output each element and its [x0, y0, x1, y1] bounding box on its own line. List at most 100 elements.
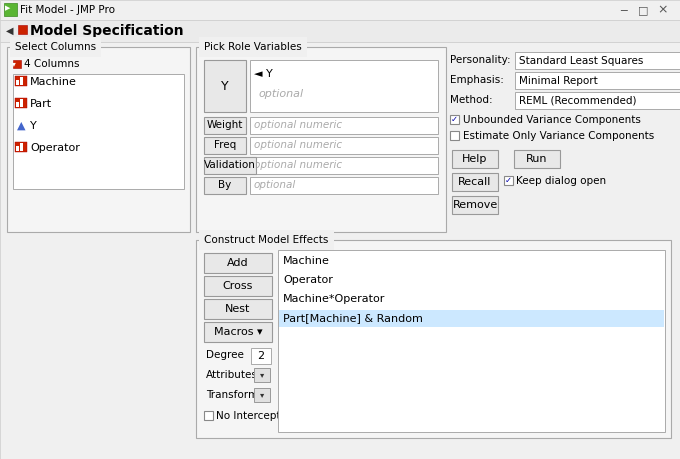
Text: ▾: ▾	[12, 60, 16, 68]
Bar	[15, 76, 27, 86]
Bar	[251, 348, 271, 364]
Text: Part[Machine] & Random: Part[Machine] & Random	[283, 313, 423, 323]
Text: Emphasis:: Emphasis:	[450, 75, 504, 85]
Text: Machine: Machine	[283, 256, 330, 266]
Bar	[279, 310, 664, 327]
Bar	[15, 142, 27, 152]
Text: Run: Run	[526, 154, 548, 164]
Text: Attributes: Attributes	[206, 370, 258, 380]
Bar	[204, 411, 213, 420]
Bar	[204, 322, 272, 342]
Bar	[254, 368, 270, 382]
Text: Remove: Remove	[452, 200, 498, 210]
Text: Transform: Transform	[206, 390, 258, 400]
Text: ▾: ▾	[260, 370, 264, 380]
Bar	[0, 0, 680, 20]
Bar	[196, 47, 446, 232]
Text: Keep dialog open: Keep dialog open	[516, 176, 606, 186]
Bar	[515, 72, 680, 89]
Bar	[20, 77, 23, 85]
Bar	[204, 137, 246, 154]
Bar	[450, 115, 459, 124]
Text: ×: ×	[658, 4, 668, 17]
Bar	[250, 177, 438, 194]
Text: Estimate Only Variance Components: Estimate Only Variance Components	[463, 131, 654, 141]
Bar	[250, 60, 438, 112]
Text: optional numeric: optional numeric	[254, 161, 342, 170]
Text: By: By	[218, 180, 232, 190]
Bar	[18, 25, 27, 34]
Bar	[204, 253, 272, 273]
Text: Operator: Operator	[283, 275, 333, 285]
Bar	[204, 299, 272, 319]
Text: Y: Y	[30, 121, 37, 131]
Bar	[16, 146, 19, 151]
Bar	[515, 52, 680, 69]
Text: Part: Part	[30, 99, 52, 109]
Text: Model Specification: Model Specification	[30, 24, 184, 38]
Text: Macros ▾: Macros ▾	[214, 327, 262, 337]
Bar	[452, 196, 498, 214]
Text: optional numeric: optional numeric	[254, 121, 342, 130]
Text: Select Columns: Select Columns	[15, 42, 96, 52]
Text: ▲: ▲	[17, 121, 25, 131]
Bar	[250, 117, 438, 134]
Text: ▶: ▶	[5, 5, 10, 11]
Text: Machine*Operator: Machine*Operator	[283, 294, 386, 304]
Text: Validation: Validation	[204, 161, 256, 170]
Text: Personality:: Personality:	[450, 55, 511, 65]
Bar	[204, 157, 256, 174]
Text: ◄ Y: ◄ Y	[254, 69, 273, 79]
Text: Help: Help	[462, 154, 488, 164]
Bar	[204, 117, 246, 134]
Bar	[20, 99, 23, 107]
Text: Recall: Recall	[458, 177, 492, 187]
Text: Nest: Nest	[225, 304, 251, 314]
Bar	[250, 157, 438, 174]
Text: Cross: Cross	[223, 281, 253, 291]
Text: Machine: Machine	[30, 77, 77, 87]
Text: REML (Recommended): REML (Recommended)	[519, 95, 636, 106]
Text: 4 Columns: 4 Columns	[24, 59, 80, 69]
Text: ✓: ✓	[505, 176, 512, 185]
Bar	[514, 150, 560, 168]
Bar	[7, 47, 190, 232]
Text: Fit Model - JMP Pro: Fit Model - JMP Pro	[20, 5, 115, 15]
Text: Weight: Weight	[207, 121, 243, 130]
Text: ─: ─	[619, 5, 626, 15]
Text: Add: Add	[227, 258, 249, 268]
Text: □: □	[638, 5, 648, 15]
Bar	[16, 102, 19, 107]
Bar	[278, 250, 665, 432]
Text: Minimal Report: Minimal Report	[519, 75, 598, 85]
Text: Standard Least Squares: Standard Least Squares	[519, 56, 643, 66]
Bar	[452, 173, 498, 191]
Text: 2: 2	[258, 351, 265, 361]
Bar	[13, 74, 184, 189]
Text: ◀: ◀	[6, 26, 14, 36]
Text: Freq: Freq	[214, 140, 236, 151]
Bar	[515, 92, 680, 109]
Text: Operator: Operator	[30, 143, 80, 153]
Text: ▾: ▾	[260, 391, 264, 399]
Bar	[250, 137, 438, 154]
Text: Degree: Degree	[206, 350, 244, 360]
Text: ✓: ✓	[451, 115, 458, 124]
Bar	[204, 177, 246, 194]
Text: Pick Role Variables: Pick Role Variables	[204, 42, 302, 52]
Text: Unbounded Variance Components: Unbounded Variance Components	[463, 115, 641, 125]
Bar	[452, 150, 498, 168]
Text: Construct Model Effects: Construct Model Effects	[204, 235, 328, 245]
Text: optional: optional	[258, 89, 303, 99]
Bar	[4, 3, 17, 16]
Bar	[20, 143, 23, 151]
Bar	[504, 176, 513, 185]
Text: Y: Y	[221, 79, 228, 93]
Text: No Intercept: No Intercept	[216, 411, 280, 421]
Bar	[450, 131, 459, 140]
Text: Method:: Method:	[450, 95, 492, 105]
Text: optional numeric: optional numeric	[254, 140, 342, 151]
Bar	[196, 240, 671, 438]
Bar	[204, 276, 272, 296]
Bar	[204, 60, 246, 112]
